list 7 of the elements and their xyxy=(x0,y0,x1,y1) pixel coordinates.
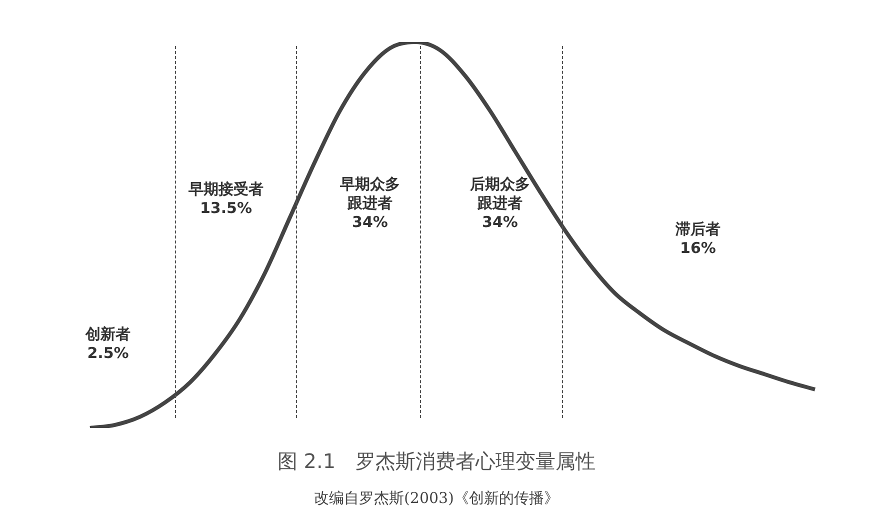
annotation: 滞后者 16% xyxy=(674,220,720,257)
text: 图 2.1 罗杰斯消费者心理变量属性 xyxy=(276,448,597,475)
annotation: 创新者 2.5% xyxy=(84,324,130,362)
text: 改编自罗杰斯(2003)《创新的传播》 xyxy=(313,489,560,508)
annotation: 早期众多跟进者 34% xyxy=(339,174,400,231)
annotation: 早期接受者 13.5% xyxy=(188,180,264,217)
annotation: 后期众多跟进者 34% xyxy=(469,174,530,231)
